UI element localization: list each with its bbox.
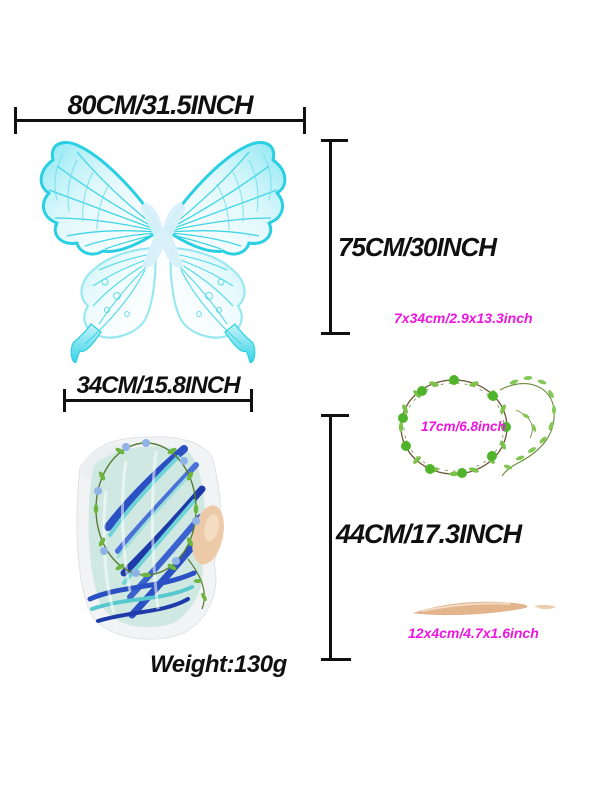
packaged-wings-photo xyxy=(76,436,224,640)
dimension-line-horizontal xyxy=(15,119,305,122)
wreath-flower-buds xyxy=(398,375,511,478)
dimension-cap-bottom xyxy=(321,332,350,335)
weight-label: Weight:130g xyxy=(150,651,287,678)
elastic-band xyxy=(413,601,556,616)
package-width-label: 34CM/15.8INCH xyxy=(76,372,240,399)
dimension-tick-left xyxy=(14,107,17,134)
wing-center-connector xyxy=(140,202,186,268)
wing-height-label: 75CM/30INCH xyxy=(338,232,497,262)
dimension-line-horizontal xyxy=(64,399,252,402)
dimension-cap-top xyxy=(321,139,348,142)
dimension-cap-top xyxy=(321,414,349,417)
right-wing xyxy=(164,140,287,365)
wing-fold-stripes xyxy=(87,445,206,623)
dimension-line-vertical xyxy=(329,414,332,660)
dimension-tick-right xyxy=(303,107,306,134)
wing-width-label: 80CM/31.5INCH xyxy=(67,90,253,120)
left-wing xyxy=(39,140,162,365)
fairy-butterfly-wings-illustration xyxy=(39,140,287,365)
dimension-cap-bottom xyxy=(321,658,351,661)
wand-size-label: 7x34cm/2.9x13.3inch xyxy=(394,310,533,326)
wreath-size-label: 17cm/6.8inch xyxy=(421,419,506,434)
plastic-shine xyxy=(102,450,160,614)
dimension-tick-right xyxy=(250,389,253,412)
band-size-label: 12x4cm/4.7x1.6inch xyxy=(408,625,539,641)
wreath-trailing-vine xyxy=(499,375,556,477)
package-height-label: 44CM/17.3INCH xyxy=(336,519,522,549)
dimension-tick-left xyxy=(63,389,66,412)
tan-band-in-package xyxy=(192,505,224,565)
leaf-vine-wreath xyxy=(398,375,556,478)
vine-wreath-overlay xyxy=(93,439,207,610)
dimension-line-vertical xyxy=(329,139,332,335)
